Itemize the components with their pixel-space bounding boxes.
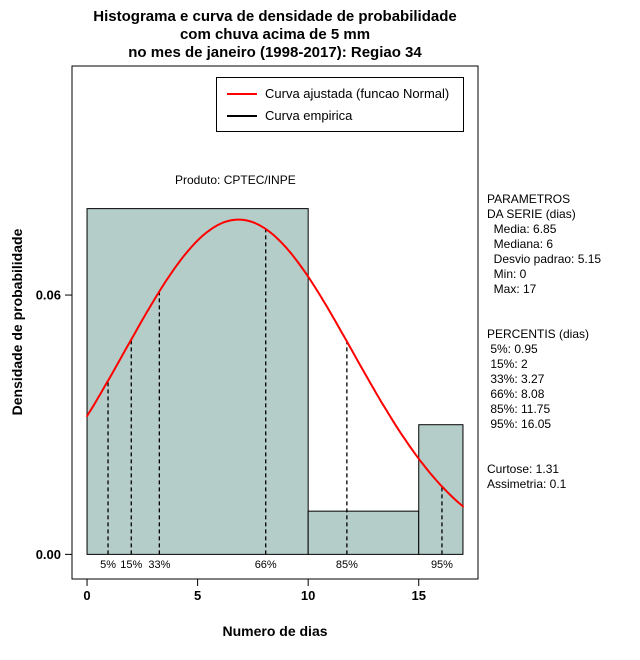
percentile-label: 5%	[100, 559, 116, 571]
stats-line	[487, 447, 601, 462]
stats-line	[487, 432, 601, 447]
stats-line: 95%: 16.05	[487, 417, 552, 431]
chart-title-line1: Histograma e curva de densidade de proba…	[93, 8, 457, 25]
fitted-normal-curve	[86, 218, 464, 508]
percentile-label: 85%	[336, 559, 358, 571]
chart-title: Histograma e curva de densidade de proba…	[0, 8, 550, 62]
stats-line: Desvio padrao: 5.15	[487, 252, 602, 266]
stats-line: 33%: 3.27	[487, 372, 545, 386]
stats-line	[487, 297, 601, 312]
histogram-bar	[307, 510, 420, 555]
stats-line: Min: 0	[487, 267, 527, 281]
legend-item-fitted-curve: Curva ajustada (funcao Normal)	[227, 86, 453, 101]
stats-line: 85%: 11.75	[487, 402, 551, 416]
stats-line: Mediana: 6	[487, 237, 554, 251]
x-tick-label: 15	[412, 588, 426, 603]
stats-line	[487, 312, 601, 327]
stats-line: DA SERIE (dias)	[487, 207, 576, 221]
histogram-bar	[86, 208, 309, 555]
legend-item-empirical-curve: Curva empirica	[227, 108, 453, 123]
percentile-label: 95%	[431, 559, 453, 571]
x-tick-label: 10	[301, 588, 315, 603]
stats-line: 5%: 0.95	[487, 342, 538, 356]
product-annotation: Produto: CPTEC/INPE	[175, 173, 296, 187]
stats-line: Assimetria: 0.1	[487, 477, 567, 491]
stats-panel: PARAMETROS DA SERIE (dias) Media: 6.85 Me…	[487, 192, 601, 492]
y-tick-label: 0.00	[36, 547, 61, 562]
x-axis-label: Numero de dias	[222, 623, 328, 639]
x-tick-label: 0	[83, 588, 90, 603]
legend-label-fitted-curve: Curva ajustada (funcao Normal)	[265, 86, 450, 101]
empirical-curve-line-swatch	[227, 114, 257, 117]
percentile-label: 15%	[120, 559, 142, 571]
stats-line: Curtose: 1.31	[487, 462, 560, 476]
percentile-label: 33%	[148, 559, 170, 571]
legend: Curva ajustada (funcao Normal) Curva emp…	[216, 77, 464, 132]
stats-line: 66%: 8.08	[487, 387, 545, 401]
stats-line: PERCENTIS (dias)	[487, 327, 590, 341]
y-tick-label: 0.06	[36, 288, 61, 303]
plot-border	[71, 65, 479, 580]
stats-line: PARAMETROS	[487, 192, 571, 206]
fitted-curve-line-swatch	[227, 92, 257, 95]
stats-line: Max: 17	[487, 282, 537, 296]
chart-title-line2: com chuva acima de 5 mm	[179, 26, 371, 43]
stats-line: Media: 6.85	[487, 222, 557, 236]
legend-label-empirical-curve: Curva empirica	[265, 108, 353, 123]
percentile-label: 66%	[255, 559, 277, 571]
stats-line: 15%: 2	[487, 357, 528, 371]
chart-title-line3: no mes de janeiro (1998-2017): Regiao 34	[128, 44, 422, 61]
y-axis-label: Densidade de probabilidade	[9, 228, 25, 416]
histogram-bar	[418, 424, 464, 555]
x-tick-label: 5	[194, 588, 201, 603]
